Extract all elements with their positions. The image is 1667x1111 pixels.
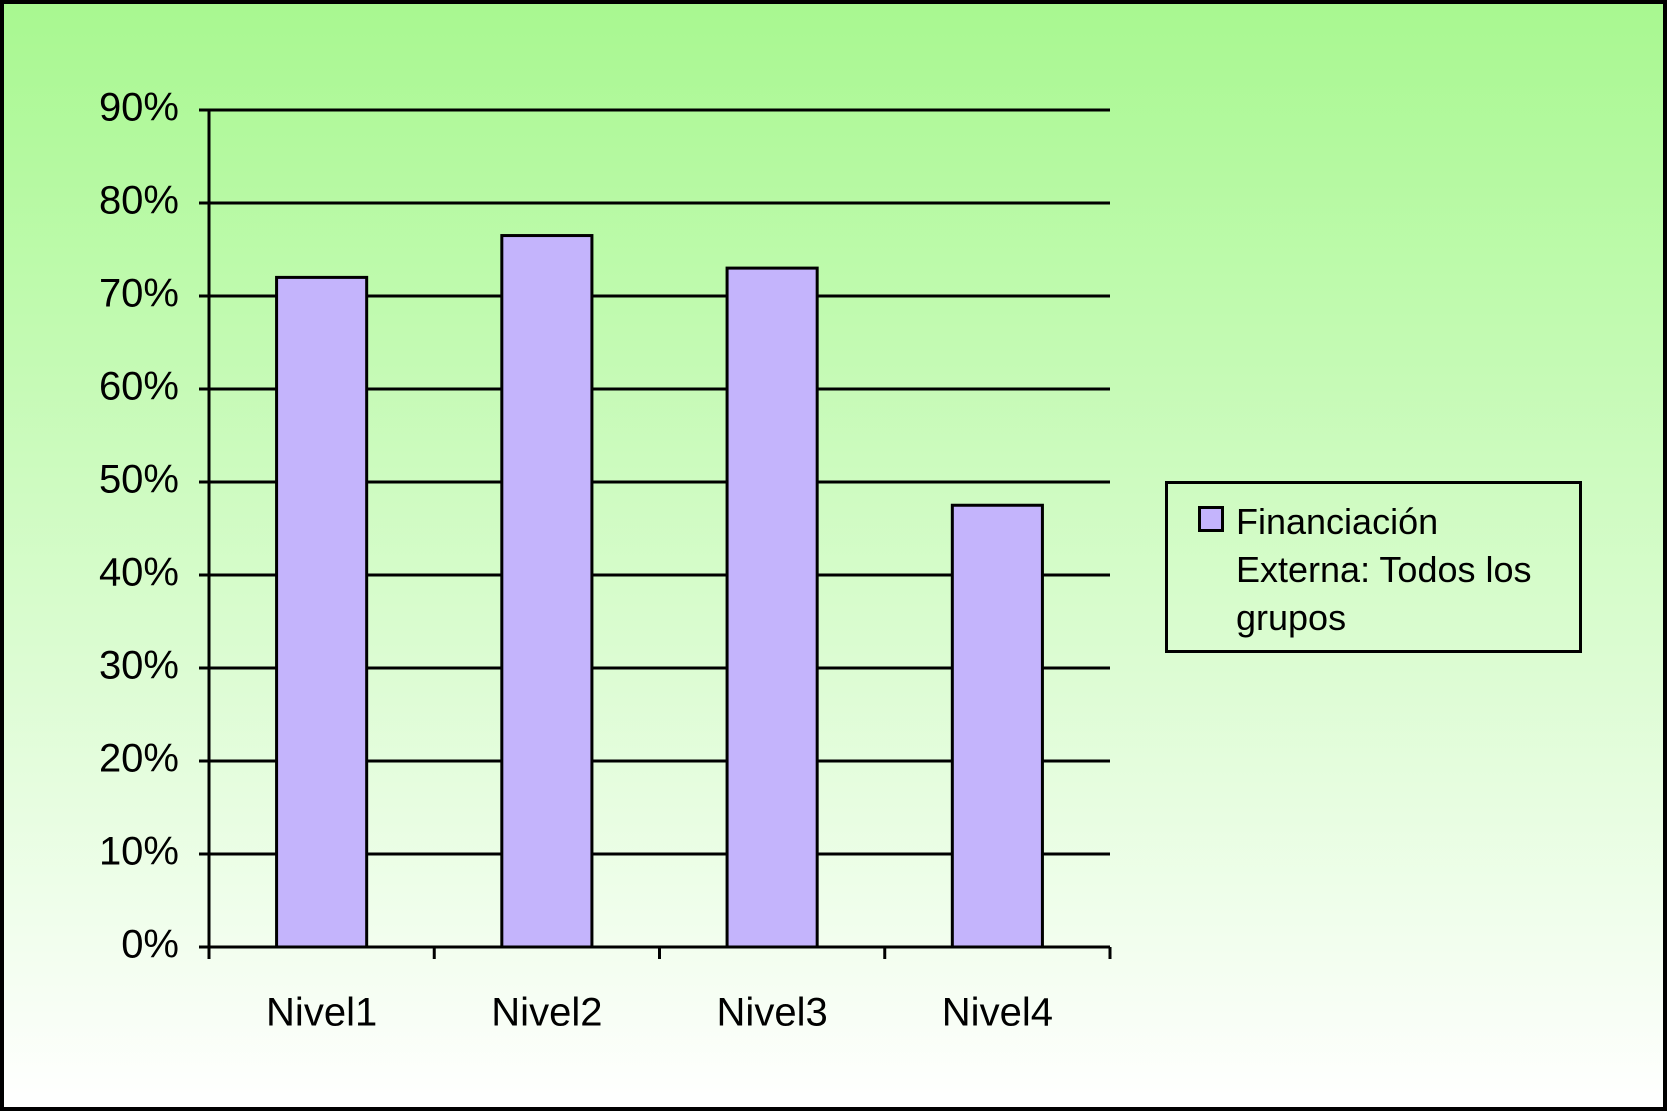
bar [950, 503, 1044, 949]
y-tick-label: 40% [99, 551, 179, 595]
y-tick-label: 20% [99, 737, 179, 781]
legend: Financiación Externa: Todos los grupos [1165, 481, 1582, 653]
x-tick-label: Nivel4 [942, 991, 1053, 1035]
x-tick-label: Nivel1 [266, 991, 377, 1035]
y-tick-label: 60% [99, 365, 179, 409]
y-tick-label: 0% [121, 923, 179, 967]
bar [500, 234, 594, 949]
legend-label: Financiación Externa: Todos los grupos [1236, 501, 1532, 638]
y-tick-label: 70% [99, 272, 179, 316]
y-tick-label: 50% [99, 458, 179, 502]
bar [725, 266, 819, 949]
y-tick-label: 80% [99, 179, 179, 223]
legend-swatch [1198, 506, 1224, 532]
y-tick-label: 30% [99, 644, 179, 688]
x-tick-label: Nivel3 [717, 991, 828, 1035]
x-tick-label: Nivel2 [491, 991, 602, 1035]
bar [275, 275, 369, 949]
y-tick-label: 10% [99, 830, 179, 874]
y-tick-label: 90% [99, 86, 179, 130]
